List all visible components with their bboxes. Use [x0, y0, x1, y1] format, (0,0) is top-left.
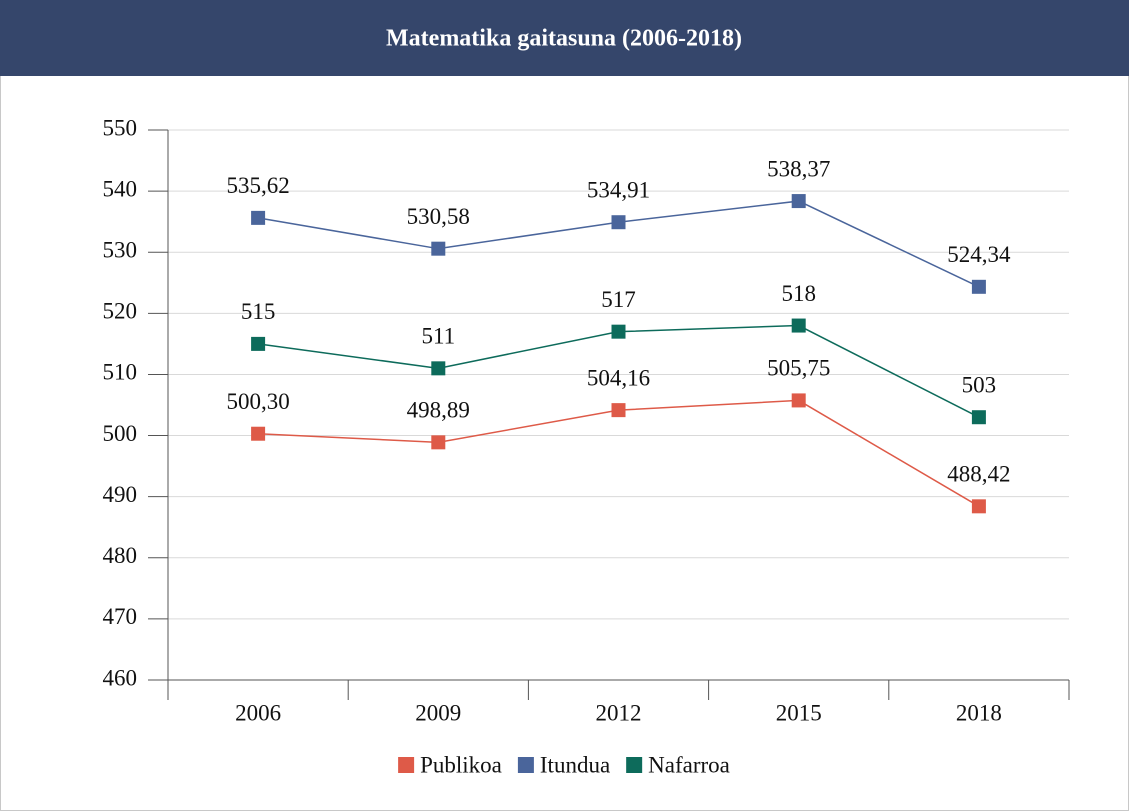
data-label: 488,42 — [947, 462, 1010, 487]
y-tick-label: 470 — [103, 604, 138, 629]
marker — [431, 361, 446, 376]
y-tick-label: 460 — [103, 665, 138, 690]
x-tick-label: 2015 — [776, 700, 822, 725]
legend-swatch — [517, 757, 534, 773]
data-label: 515 — [241, 299, 276, 324]
chart-title: Matematika gaitasuna (2006-2018) — [386, 26, 742, 52]
y-tick-label: 530 — [103, 238, 138, 263]
data-label: 518 — [781, 281, 816, 306]
marker — [611, 215, 626, 230]
data-label: 511 — [421, 324, 455, 349]
x-tick-label: 2018 — [956, 700, 1002, 725]
data-label: 503 — [962, 373, 997, 398]
data-label: 517 — [601, 287, 636, 312]
marker — [971, 279, 986, 294]
marker — [251, 336, 266, 351]
x-tick-label: 2006 — [235, 700, 281, 725]
data-label: 504,16 — [587, 365, 650, 390]
x-tick-label: 2009 — [415, 700, 461, 725]
y-tick-label: 510 — [103, 360, 138, 385]
marker — [971, 410, 986, 425]
marker — [791, 393, 806, 408]
marker — [431, 241, 446, 256]
marker — [611, 403, 626, 418]
legend-label: Publikoa — [420, 752, 502, 777]
y-tick-label: 500 — [103, 421, 138, 446]
marker — [251, 210, 266, 225]
marker — [611, 324, 626, 339]
marker — [791, 318, 806, 333]
data-label: 524,34 — [947, 242, 1011, 267]
y-tick-label: 520 — [103, 299, 138, 324]
header — [0, 0, 1129, 76]
x-tick-label: 2012 — [596, 700, 642, 725]
y-tick-label: 490 — [103, 482, 138, 507]
data-label: 530,58 — [407, 204, 470, 229]
data-label: 535,62 — [226, 173, 289, 198]
y-tick-label: 550 — [103, 115, 138, 140]
y-tick-label: 540 — [103, 176, 138, 201]
legend-swatch — [398, 757, 415, 773]
data-label: 505,75 — [767, 356, 830, 381]
data-label: 538,37 — [767, 156, 830, 181]
legend-label: Itundua — [540, 752, 610, 777]
marker — [431, 435, 446, 450]
data-label: 534,91 — [587, 177, 650, 202]
legend-swatch — [626, 757, 643, 773]
y-tick-label: 480 — [103, 543, 138, 568]
marker — [251, 426, 266, 441]
data-label: 498,89 — [407, 398, 470, 423]
marker — [791, 194, 806, 209]
marker — [971, 499, 986, 514]
data-label: 500,30 — [226, 389, 289, 414]
legend-label: Nafarroa — [648, 752, 730, 777]
